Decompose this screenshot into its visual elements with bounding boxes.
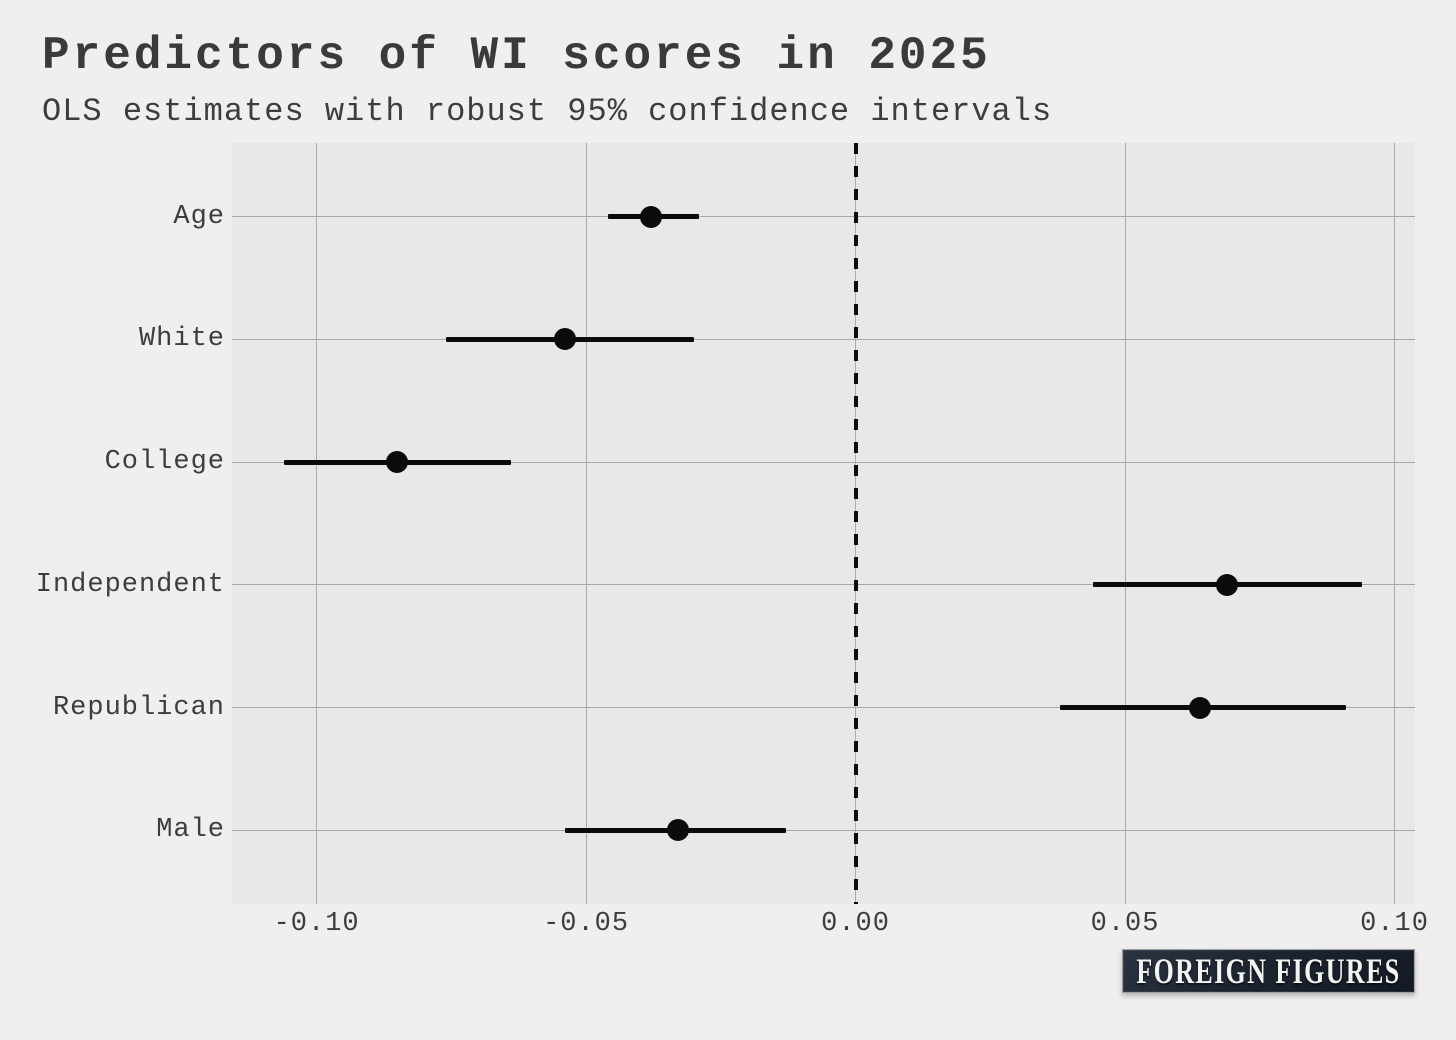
estimate-dot [639, 205, 662, 228]
y-axis-label: Age [173, 201, 225, 232]
y-axis-label: Republican [52, 692, 225, 723]
estimate-dot [666, 819, 689, 842]
x-tick-label: 0.10 [1360, 909, 1429, 939]
y-axis-label: Independent [35, 569, 225, 600]
x-gridline [1124, 143, 1126, 904]
zero-reference-line [853, 143, 858, 904]
plot-panel [232, 143, 1415, 904]
x-tick-label: 0.05 [1090, 909, 1160, 939]
x-tick-label: 0.00 [821, 909, 890, 939]
x-tick-label: -0.05 [543, 909, 630, 939]
x-gridline [585, 143, 587, 904]
estimate-dot [386, 451, 409, 474]
y-gridline [232, 707, 1415, 709]
y-gridline [232, 461, 1415, 463]
estimate-dot [1216, 573, 1239, 596]
y-axis-label: White [138, 324, 225, 355]
y-axis-label: Male [156, 815, 225, 846]
x-gridline [1394, 143, 1396, 904]
x-gridline [316, 143, 318, 904]
brand-logo-text: FOREIGN FIGURES [1136, 951, 1401, 991]
estimate-dot [553, 328, 576, 351]
x-tick-label: -0.10 [273, 909, 360, 939]
y-axis-label: College [104, 447, 225, 478]
chart-title: Predictors of WI scores in 2025 [42, 30, 991, 82]
y-gridline [232, 216, 1415, 218]
y-gridline [232, 584, 1415, 586]
y-gridline [232, 338, 1415, 340]
chart-subtitle: OLS estimates with robust 95% confidence… [42, 93, 1053, 130]
y-gridline [232, 829, 1415, 831]
brand-logo: FOREIGN FIGURES [1122, 949, 1415, 993]
estimate-dot [1189, 696, 1212, 719]
